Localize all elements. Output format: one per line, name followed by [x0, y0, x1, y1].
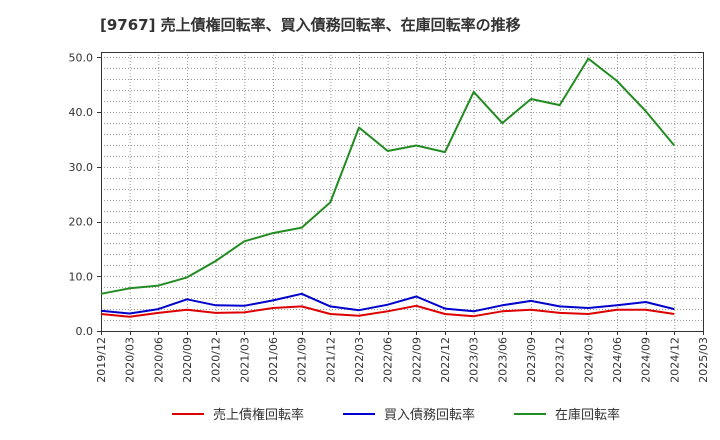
- series-line-3: [100, 57, 676, 295]
- x-tick-label: 2023/09: [525, 337, 538, 383]
- x-tick-label: 2020/12: [210, 337, 223, 383]
- chart-title: [9767] 売上債権回転率、買入債務回転率、在庫回転率の推移: [100, 16, 521, 34]
- x-tick-label: 2021/06: [267, 337, 280, 383]
- series-line-1: [100, 304, 675, 318]
- plot-area: [101, 52, 703, 331]
- x-tick-label: 2020/09: [181, 337, 194, 383]
- x-tick-label: 2024/12: [668, 337, 681, 383]
- series-line-2: [100, 292, 675, 315]
- y-tick-label: 20.0: [69, 216, 94, 229]
- y-tick-label: 50.0: [69, 51, 94, 64]
- y-tick-label: 10.0: [69, 270, 94, 283]
- x-tick-label: 2020/06: [152, 337, 165, 383]
- y-tick-label: 30.0: [69, 161, 94, 174]
- x-tick-label: 2023/12: [554, 337, 567, 383]
- x-tick-label: 2024/06: [611, 337, 624, 383]
- x-tick-label: 2022/09: [410, 337, 423, 383]
- y-tick-label: 40.0: [69, 106, 94, 119]
- x-tick-label: 2025/03: [697, 337, 710, 383]
- plot-border: [101, 52, 704, 332]
- x-tick-label: 2024/03: [582, 337, 595, 383]
- x-tick-label: 2019/12: [95, 337, 108, 383]
- y-tick-label: 0.0: [76, 325, 94, 338]
- legend-label-3: 在庫回転率: [555, 407, 620, 423]
- x-tick-label: 2023/03: [468, 337, 481, 383]
- x-tick-label: 2021/09: [296, 337, 309, 383]
- x-tick-label: 2023/06: [496, 337, 509, 383]
- x-tick-label: 2022/03: [353, 337, 366, 383]
- x-tick-label: 2022/12: [439, 337, 452, 383]
- x-tick-label: 2024/09: [640, 337, 653, 383]
- x-tick-label: 2021/12: [324, 337, 337, 383]
- x-tick-label: 2020/03: [124, 337, 137, 383]
- legend-label-1: 売上債権回転率: [213, 407, 304, 423]
- x-tick-label: 2022/06: [382, 337, 395, 383]
- legend-label-2: 買入債務回転率: [384, 407, 475, 423]
- x-tick-label: 2021/03: [238, 337, 251, 383]
